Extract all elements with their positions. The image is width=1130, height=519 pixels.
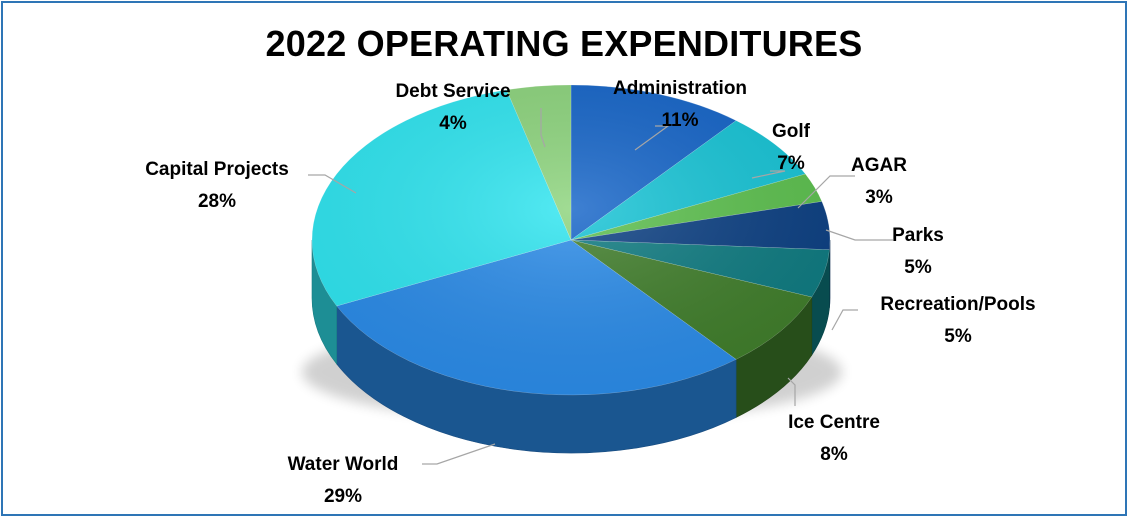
slice-label-recreation-pools: Recreation/Pools bbox=[880, 294, 1035, 315]
leader-line-ice-centre bbox=[787, 377, 796, 406]
slice-label-water-world: Water World bbox=[288, 454, 399, 475]
leader-line-capital-projects bbox=[308, 174, 357, 194]
slice-label-ice-centre: Ice Centre bbox=[788, 412, 880, 433]
slice-labels: Administration 11% Golf 7% AGAR 3% Parks 5% Recr… bbox=[145, 78, 1035, 507]
chart-title: 2022 OPERATING EXPENDITURES bbox=[265, 23, 863, 64]
slice-percent-capital-projects: 28% bbox=[198, 191, 236, 212]
leader-line-recreation-pools bbox=[831, 309, 858, 331]
leader-line-golf bbox=[751, 170, 786, 179]
slice-label-debt-service: Debt Service bbox=[395, 81, 510, 102]
leader-line-debt-service bbox=[540, 108, 546, 148]
slice-percent-golf: 7% bbox=[777, 153, 805, 174]
leader-lines bbox=[308, 108, 893, 465]
slice-label-parks: Parks bbox=[892, 225, 944, 246]
leader-line-agar bbox=[797, 175, 855, 209]
slice-percent-parks: 5% bbox=[904, 257, 932, 278]
pie-top bbox=[311, 84, 831, 396]
slice-percent-water-world: 29% bbox=[324, 486, 362, 507]
slice-label-capital-projects: Capital Projects bbox=[145, 159, 289, 180]
leader-line-parks bbox=[825, 229, 893, 241]
slice-label-golf: Golf bbox=[772, 121, 811, 142]
slice-percent-recreation-pools: 5% bbox=[944, 326, 972, 347]
slice-percent-administration: 11% bbox=[662, 110, 699, 131]
slice-percent-agar: 3% bbox=[865, 187, 893, 208]
slice-percent-ice-centre: 8% bbox=[820, 444, 848, 465]
slice-label-administration: Administration bbox=[613, 78, 747, 99]
leader-line-water-world bbox=[422, 443, 496, 465]
slice-percent-debt-service: 4% bbox=[439, 113, 467, 134]
slice-label-agar: AGAR bbox=[851, 155, 907, 176]
leader-line-administration bbox=[634, 125, 670, 151]
